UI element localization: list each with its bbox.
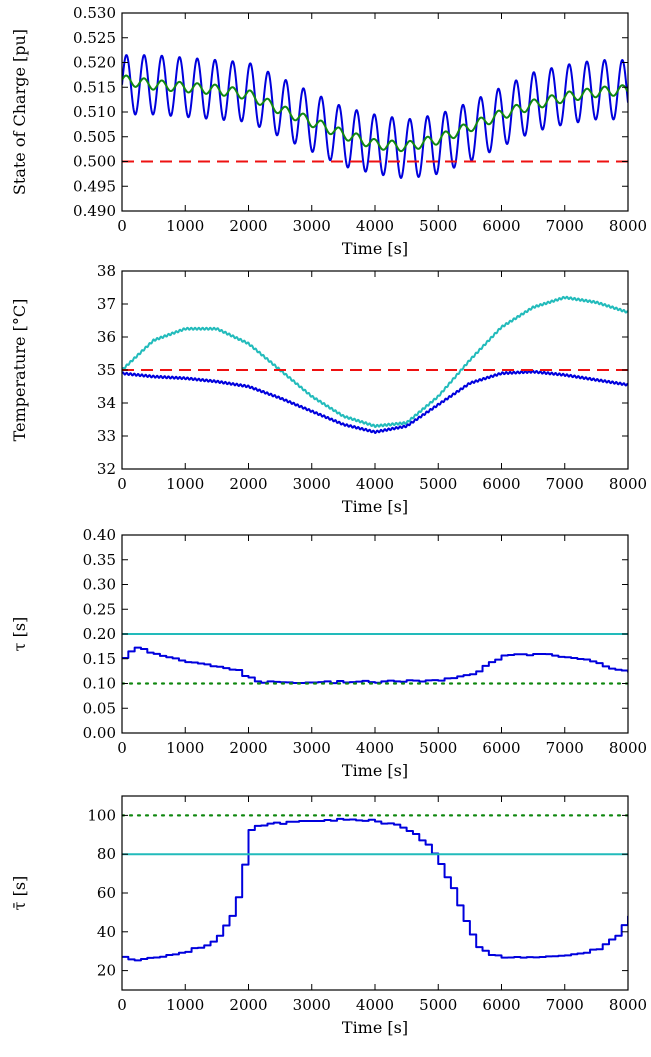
x-tick-label: 8000 (609, 475, 647, 493)
y-tick-label: 34 (97, 394, 116, 412)
y-axis-label: Temperature [°C] (10, 299, 29, 442)
series-line-2 (122, 74, 628, 153)
x-tick-label: 8000 (609, 996, 647, 1014)
x-tick-label: 0 (117, 739, 127, 757)
y-tick-label: 0.20 (83, 625, 116, 643)
y-tick-label: 38 (97, 262, 116, 280)
y-axis-label: State of Charge [pu] (10, 29, 29, 195)
x-tick-label: 0 (117, 217, 127, 235)
chart-panel-3: 0 1000 2000 3000 4000 5000 6000 7000 8000 0.00 0.0… (10, 526, 647, 780)
series-line-1 (122, 295, 628, 429)
chart-panel-1: 0 1000 2000 3000 4000 5000 6000 7000 8000 0.490 0.… (10, 4, 647, 258)
y-tick-label: 0.525 (73, 29, 116, 47)
x-tick-label: 5000 (419, 739, 457, 757)
y-axis-label: τ [s] (10, 617, 29, 652)
y-tick-label: 0.35 (83, 551, 116, 569)
y-tick-label: 0.15 (83, 650, 116, 668)
y-tick-label: 32 (97, 460, 116, 478)
y-axis-label: τ̄ [s] (10, 876, 29, 911)
x-axis-label: Time [s] (342, 497, 408, 516)
y-tick-label: 35 (97, 361, 116, 379)
x-tick-label: 7000 (546, 217, 584, 235)
x-tick-label: 4000 (356, 996, 394, 1014)
series-line-1 (122, 54, 628, 179)
y-tick-label: 80 (97, 845, 116, 863)
x-tick-label: 8000 (609, 217, 647, 235)
chart-panel-4: 0 1000 2000 3000 4000 5000 6000 7000 8000 20 40 60 8… (10, 795, 647, 1037)
y-tick-label: 36 (97, 328, 116, 346)
x-tick-label: 1000 (166, 475, 204, 493)
x-tick-label: 8000 (609, 739, 647, 757)
y-tick-label: 0.520 (73, 54, 116, 72)
x-tick-label: 7000 (546, 475, 584, 493)
chart-panel-2: 0 1000 2000 3000 4000 5000 6000 7000 8000 32 33 34 3… (10, 262, 647, 516)
y-tick-label: 37 (97, 295, 116, 313)
x-tick-label: 4000 (356, 217, 394, 235)
x-tick-label: 6000 (482, 217, 520, 235)
x-tick-label: 2000 (229, 217, 267, 235)
x-tick-label: 7000 (546, 996, 584, 1014)
x-tick-label: 1000 (166, 217, 204, 235)
x-axis-label: Time [s] (342, 239, 408, 258)
x-axis-label: Time [s] (342, 1018, 408, 1037)
plot-frame (121, 795, 629, 991)
y-tick-label: 0.515 (73, 78, 116, 96)
plot-area (122, 54, 628, 179)
x-tick-label: 3000 (293, 475, 331, 493)
x-tick-label: 0 (117, 475, 127, 493)
x-tick-label: 4000 (356, 475, 394, 493)
x-tick-label: 5000 (419, 996, 457, 1014)
y-tick-label: 60 (97, 884, 116, 902)
y-tick-label: 0.10 (83, 675, 116, 693)
plot-area (122, 814, 628, 962)
x-tick-label: 7000 (546, 739, 584, 757)
y-tick-label: 20 (97, 962, 116, 980)
y-tick-label: 33 (97, 427, 116, 445)
plot-area (122, 295, 628, 434)
y-tick-label: 0.05 (83, 699, 116, 717)
y-tick-label: 0.30 (83, 576, 116, 594)
x-axis-label: Time [s] (342, 761, 408, 780)
x-tick-label: 1000 (166, 996, 204, 1014)
x-tick-label: 3000 (293, 739, 331, 757)
x-tick-label: 3000 (293, 996, 331, 1014)
x-tick-label: 2000 (229, 475, 267, 493)
y-tick-label: 0.500 (73, 153, 116, 171)
x-tick-label: 6000 (482, 996, 520, 1014)
x-tick-label: 2000 (229, 996, 267, 1014)
x-tick-label: 5000 (419, 217, 457, 235)
series-line-1 (122, 817, 628, 962)
y-tick-label: 100 (87, 806, 116, 824)
x-tick-label: 0 (117, 996, 127, 1014)
x-tick-label: 4000 (356, 739, 394, 757)
series-line-2 (122, 369, 628, 434)
y-tick-label: 40 (97, 923, 116, 941)
x-tick-label: 3000 (293, 217, 331, 235)
y-tick-label: 0.25 (83, 600, 116, 618)
y-tick-label: 0.490 (73, 202, 116, 220)
y-tick-label: 0.00 (83, 724, 116, 742)
y-tick-label: 0.530 (73, 4, 116, 22)
plot-area (122, 633, 628, 685)
y-tick-label: 0.495 (73, 177, 116, 195)
series-line-1 (122, 646, 628, 685)
y-tick-label: 0.505 (73, 128, 116, 146)
x-tick-label: 6000 (482, 739, 520, 757)
x-tick-label: 6000 (482, 475, 520, 493)
y-tick-label: 0.510 (73, 103, 116, 121)
x-tick-label: 5000 (419, 475, 457, 493)
plot-frame (121, 12, 629, 212)
y-tick-label: 0.40 (83, 526, 116, 544)
x-tick-label: 2000 (229, 739, 267, 757)
x-tick-label: 1000 (166, 739, 204, 757)
